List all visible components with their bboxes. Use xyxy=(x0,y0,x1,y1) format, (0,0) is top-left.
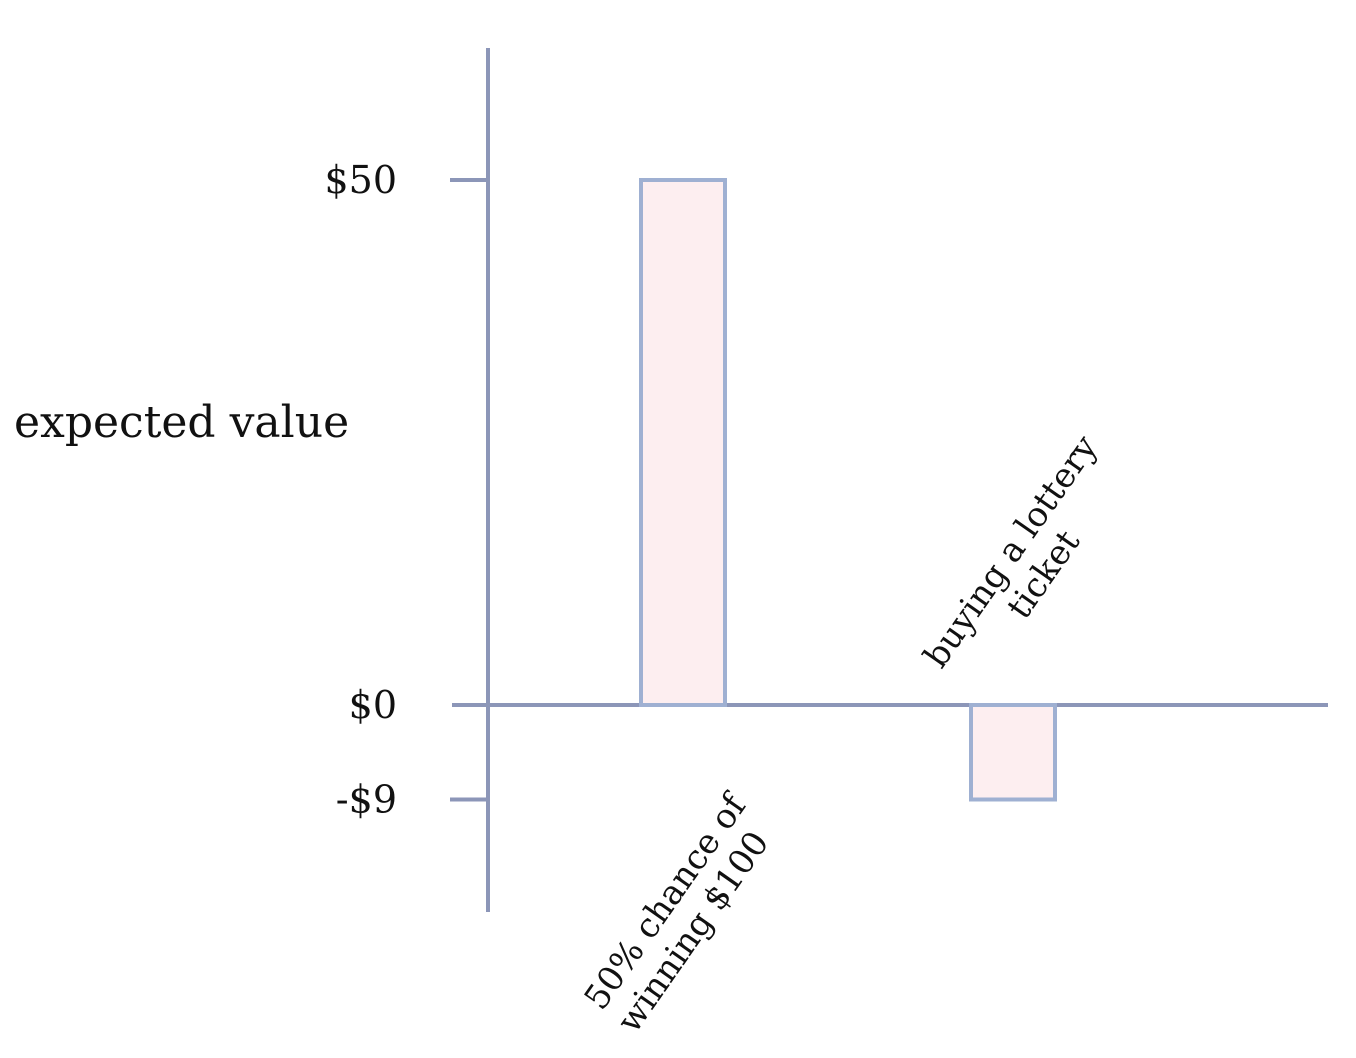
y-tick-label: $50 xyxy=(324,158,397,202)
axes xyxy=(452,48,1328,912)
bar xyxy=(969,703,1057,802)
y-ticks: $50 $0 -$9 xyxy=(324,158,488,822)
bar xyxy=(639,178,727,707)
category-label: 50% chance ofwinning $100 xyxy=(577,785,789,1040)
bars xyxy=(639,178,1057,802)
y-axis-title: expected value xyxy=(14,397,349,448)
y-tick-label: -$9 xyxy=(336,778,397,822)
category-label: buying a lotteryticket xyxy=(916,428,1139,699)
y-tick-label: $0 xyxy=(349,683,397,727)
